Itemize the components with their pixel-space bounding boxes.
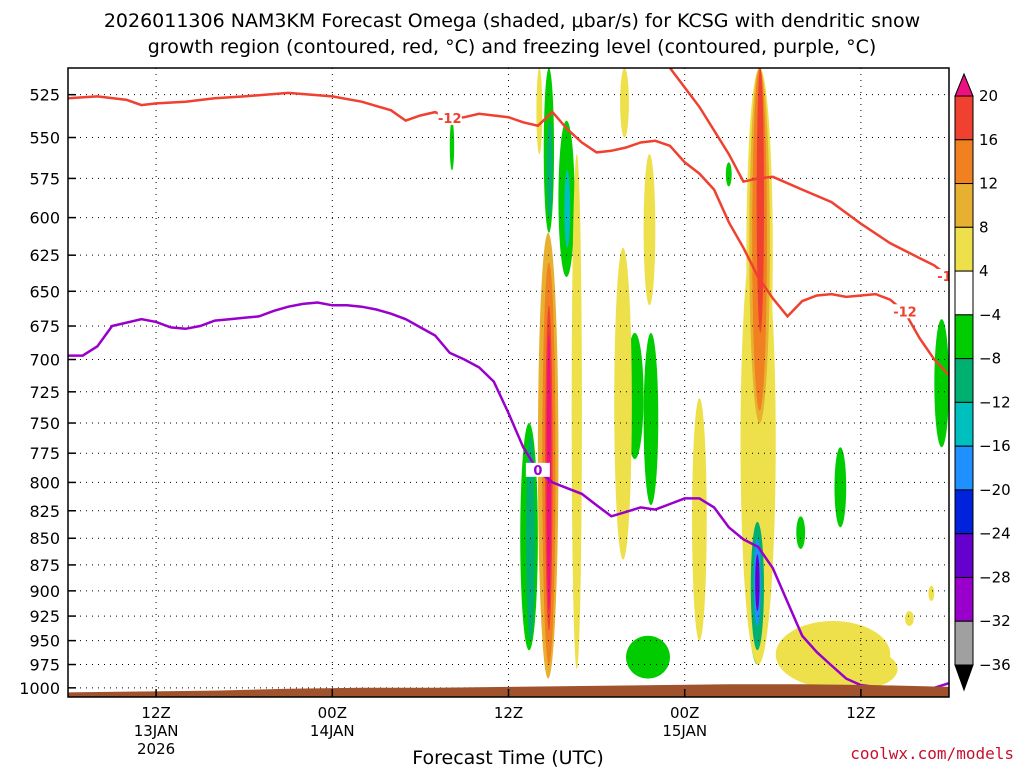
y-tick-label-825: 825 bbox=[29, 502, 60, 521]
colorbar-top-triangle bbox=[954, 72, 974, 97]
omega-shade-4 bbox=[571, 154, 582, 670]
contour-label-bg-2 bbox=[892, 304, 917, 319]
omega-shade-19 bbox=[904, 611, 914, 626]
omega-shade-33 bbox=[756, 68, 764, 333]
colorbar-box-4 bbox=[954, 270, 974, 316]
colorbar-box-5 bbox=[954, 314, 974, 360]
contour-line-0 bbox=[68, 91, 949, 377]
omega-shade-10 bbox=[625, 635, 671, 679]
colorbar-label-5: −4 bbox=[979, 306, 1001, 324]
y-tick-label-775: 775 bbox=[29, 444, 60, 463]
colorbar-label-4: 4 bbox=[979, 262, 989, 280]
colorbar-label-7: −12 bbox=[979, 393, 1011, 411]
colorbar-bottom-triangle bbox=[954, 664, 974, 692]
omega-shade-3 bbox=[536, 68, 543, 155]
omega-shade-11 bbox=[692, 398, 707, 641]
omega-shade-36 bbox=[755, 554, 760, 612]
y-tick-label-850: 850 bbox=[29, 529, 60, 548]
omega-shade-17 bbox=[834, 447, 847, 528]
credit-text: coolwx.com/models bbox=[850, 744, 1014, 763]
x-tick-date-6: 13JAN bbox=[134, 722, 179, 740]
omega-shade-26 bbox=[546, 120, 553, 218]
y-tick-label-875: 875 bbox=[29, 556, 60, 575]
omega-shade-8 bbox=[614, 247, 632, 560]
y-tick-label-800: 800 bbox=[29, 473, 60, 492]
y-tick-label-1000: 1000 bbox=[19, 679, 60, 698]
contour-label-bg-3 bbox=[525, 462, 550, 477]
y-tick-label-700: 700 bbox=[29, 351, 60, 370]
colorbar-label-3: 8 bbox=[979, 218, 989, 236]
colorbar-box-10 bbox=[954, 533, 974, 578]
omega-shade-20 bbox=[934, 319, 949, 448]
colorbar-box-12 bbox=[954, 620, 974, 666]
y-tick-label-975: 975 bbox=[29, 656, 60, 675]
colorbar-label-13: −36 bbox=[979, 656, 1011, 674]
y-tick-label-550: 550 bbox=[29, 129, 60, 148]
x-tick-label-54: 12Z bbox=[846, 704, 875, 722]
x-axis-label: Forecast Time (UTC) bbox=[412, 747, 603, 768]
contour-label-0: -12 bbox=[438, 112, 462, 127]
colorbar-box-0 bbox=[954, 95, 974, 141]
x-tick-label-42: 00Z bbox=[670, 704, 699, 722]
y-tick-label-900: 900 bbox=[29, 582, 60, 601]
omega-shade-5 bbox=[449, 120, 455, 171]
omega-shade-21 bbox=[928, 585, 935, 602]
colorbar-label-11: −28 bbox=[979, 568, 1011, 586]
colorbar-box-6 bbox=[954, 358, 974, 403]
colorbar-box-9 bbox=[954, 489, 974, 535]
colorbar-label-12: −32 bbox=[979, 612, 1011, 630]
x-tick-year-6: 2026 bbox=[137, 740, 175, 758]
y-tick-label-525: 525 bbox=[29, 86, 60, 105]
y-tick-label-750: 750 bbox=[29, 414, 60, 433]
y-tick-label-650: 650 bbox=[29, 282, 60, 301]
x-tick-date-42: 15JAN bbox=[662, 722, 707, 740]
y-tick-label-625: 625 bbox=[29, 246, 60, 265]
y-tick-label-675: 675 bbox=[29, 317, 60, 336]
y-tick-label-725: 725 bbox=[29, 383, 60, 402]
x-tick-label-30: 12Z bbox=[494, 704, 523, 722]
colorbar-label-10: −24 bbox=[979, 525, 1011, 543]
colorbar-box-7 bbox=[954, 401, 974, 447]
contour-label-bg-0 bbox=[437, 110, 462, 125]
omega-shade-30 bbox=[564, 170, 571, 248]
y-tick-label-600: 600 bbox=[29, 209, 60, 228]
contour-line-2 bbox=[68, 301, 876, 689]
colorbar-box-2 bbox=[954, 183, 974, 228]
omega-shade-9 bbox=[643, 154, 656, 306]
x-tick-label-18: 00Z bbox=[318, 704, 347, 722]
contour-label-3: 0 bbox=[533, 464, 542, 479]
chart-title-line1: 2026011306 NAM3KM Forecast Omega (shaded… bbox=[104, 10, 920, 32]
omega-shade-16 bbox=[796, 516, 806, 550]
chart-title-line2: growth region (contoured, red, °C) and f… bbox=[148, 36, 877, 58]
omega-shade-23 bbox=[643, 332, 659, 506]
colorbar-label-1: 16 bbox=[979, 131, 998, 149]
omega-shade-12 bbox=[725, 162, 732, 187]
colorbar-label-0: 20 bbox=[979, 87, 998, 105]
colorbar-box-3 bbox=[954, 226, 974, 272]
omega-shade-22 bbox=[831, 650, 898, 688]
contour-label-bg-1 bbox=[937, 269, 949, 284]
contour-line-1 bbox=[669, 68, 949, 278]
plot-area: -12 -12 -12 0 bbox=[68, 68, 961, 697]
y-tick-label-575: 575 bbox=[29, 169, 60, 188]
y-tick-label-950: 950 bbox=[29, 632, 60, 651]
colorbar-label-8: −16 bbox=[979, 437, 1011, 455]
colorbar-box-1 bbox=[954, 139, 974, 185]
colorbar-box-11 bbox=[954, 576, 974, 622]
y-tick-label-925: 925 bbox=[29, 607, 60, 626]
x-tick-label-6: 12Z bbox=[141, 704, 170, 722]
omega-shade-6 bbox=[620, 68, 629, 138]
contour-label-2: -12 bbox=[893, 305, 917, 320]
colorbar-box-8 bbox=[954, 445, 974, 491]
colorbar-label-9: −20 bbox=[979, 481, 1011, 499]
colorbar-label-2: 12 bbox=[979, 175, 998, 193]
contour-label-1: -12 bbox=[937, 270, 961, 285]
colorbar-label-6: −8 bbox=[979, 350, 1001, 368]
x-tick-date-18: 14JAN bbox=[310, 722, 355, 740]
